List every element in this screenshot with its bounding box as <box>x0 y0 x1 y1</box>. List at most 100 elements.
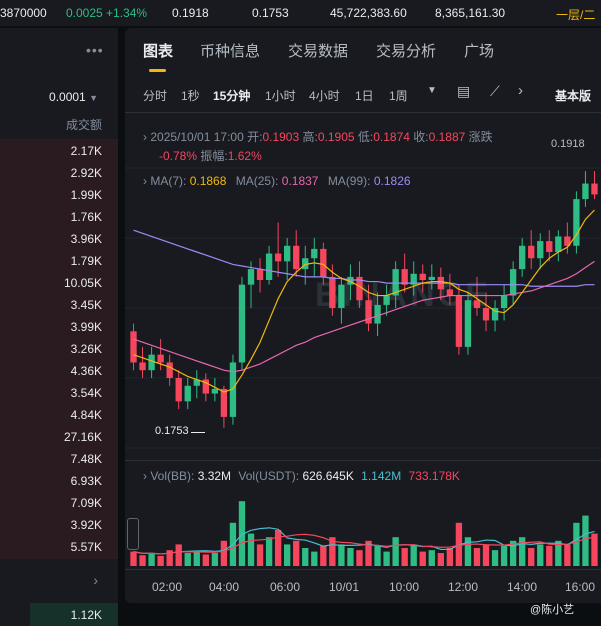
tab-2[interactable]: 币种信息 <box>200 43 261 60</box>
order-book-row[interactable]: 4.36K <box>0 360 112 382</box>
order-book-row[interactable]: 2.92K <box>0 162 112 184</box>
order-book-row[interactable]: 27.16K <box>0 426 112 448</box>
volume-bar <box>320 545 327 566</box>
author-credit: @陈小艺 <box>530 604 575 616</box>
volume-chart[interactable] <box>125 488 601 568</box>
order-volume: 3.96K <box>70 232 102 246</box>
candle-body <box>329 276 336 308</box>
volume-bar <box>455 522 463 566</box>
candlestick-chart[interactable] <box>125 158 601 458</box>
order-volume: 7.48K <box>70 452 102 466</box>
order-book-row[interactable]: 3.26K <box>0 338 112 360</box>
precision-select[interactable]: 0.0001 ▼ <box>49 90 98 104</box>
volume-bar <box>193 551 200 566</box>
volume-bar <box>139 555 146 566</box>
volume-bar <box>582 515 589 566</box>
candle-body <box>311 248 318 259</box>
order-volume: 2.17K <box>70 144 102 158</box>
order-volume: 7.09K <box>70 496 102 510</box>
candle-body <box>184 385 191 402</box>
precision-value: 0.0001 <box>49 90 86 104</box>
tab-1[interactable]: 图表 <box>143 43 174 60</box>
order-volume: 3.26K <box>70 342 102 356</box>
ma99-line <box>133 229 595 287</box>
ticker-high: 0.1918 <box>172 6 209 20</box>
interval-1[interactable]: 分时 <box>143 89 168 103</box>
candle-body <box>302 258 309 270</box>
order-book-row[interactable]: 1.76K <box>0 206 112 228</box>
volume-bar <box>500 545 508 566</box>
order-book-row[interactable]: 3.92K <box>0 514 112 536</box>
candle-body <box>509 269 517 296</box>
volume-bar <box>347 548 354 566</box>
candle-body <box>130 331 137 363</box>
volume-bar <box>202 554 209 566</box>
ma25-value: 0.1837 <box>281 174 319 188</box>
volume-bar <box>410 544 417 566</box>
interval-7[interactable]: 1周 <box>389 89 408 103</box>
interval-3[interactable]: 15分钟 <box>213 89 251 103</box>
tab-4[interactable]: 交易分析 <box>376 43 437 60</box>
candle-body <box>455 295 463 347</box>
interval-2[interactable]: 1秒 <box>181 89 200 103</box>
order-book-row[interactable]: 10.05K <box>0 272 112 294</box>
order-volume: 27.16K <box>63 430 102 444</box>
collapse-icon[interactable]: › <box>143 130 147 144</box>
ticker-layer[interactable]: 一层/二 <box>556 8 596 22</box>
vol-usdt-label: Vol(USDT): <box>238 469 300 483</box>
order-volume: 6.93K <box>70 474 102 488</box>
order-book-row[interactable]: 3.45K <box>0 294 112 316</box>
order-book-row[interactable]: 7.09K <box>0 492 112 514</box>
vol-ma-long: 733.178K <box>408 469 460 483</box>
change-label: 涨跌 <box>468 130 493 144</box>
tab-3[interactable]: 交易数据 <box>288 43 349 60</box>
chart-mode-button[interactable]: 基本版 <box>555 89 592 103</box>
collapse-icon[interactable]: › <box>143 469 147 483</box>
ma99-label: MA(99): <box>327 174 371 188</box>
candle-body <box>537 241 544 259</box>
order-volume: 1.79K <box>70 254 102 268</box>
interval-4[interactable]: 1小时 <box>265 89 296 103</box>
more-icon[interactable]: ••• <box>86 42 104 58</box>
order-volume: 2.92K <box>70 166 102 180</box>
volume-bar <box>166 550 173 566</box>
sell-depth-background <box>0 139 118 559</box>
order-book-row[interactable]: 7.48K <box>0 448 112 470</box>
calendar-icon[interactable]: ▤ <box>457 83 471 99</box>
low-price-marker: 0.1753 <box>155 425 189 437</box>
buy-depth-bar <box>30 603 118 626</box>
interval-6[interactable]: 1日 <box>355 89 374 103</box>
volume-bar <box>338 544 345 566</box>
volume-column-header: 成交额 <box>65 118 102 132</box>
order-book-row[interactable]: 1.99K <box>0 184 112 206</box>
order-book-row[interactable]: 3.99K <box>0 316 112 338</box>
order-book-row[interactable]: 5.57K <box>0 536 112 558</box>
volume-bar <box>537 544 544 566</box>
candle-body <box>473 300 481 308</box>
pane-resize-handle[interactable] <box>127 518 139 550</box>
order-volume: 3.99K <box>70 320 102 334</box>
chevron-right-icon[interactable]: › <box>93 572 98 588</box>
chevron-right-icon[interactable]: › <box>518 82 523 99</box>
candle-body <box>220 388 228 417</box>
volume-bar <box>446 548 454 566</box>
volume-bar <box>383 551 390 566</box>
order-book-row[interactable]: 6.93K <box>0 470 112 492</box>
x-tick-label: 10:00 <box>389 580 420 594</box>
order-book-row[interactable]: 1.79K <box>0 250 112 272</box>
order-volume: 3.45K <box>70 298 102 312</box>
order-book-row[interactable]: 2.17K <box>0 140 112 162</box>
order-book-row[interactable]: 3.54K <box>0 382 112 404</box>
drawing-tool-icon[interactable]: ⟋ <box>490 83 500 99</box>
candle-body <box>211 388 219 394</box>
collapse-icon[interactable]: › <box>143 174 147 188</box>
x-tick-label: 14:00 <box>507 580 538 594</box>
candle-body <box>229 362 237 417</box>
tab-5[interactable]: 广场 <box>464 43 495 60</box>
order-book-row[interactable]: 4.84K <box>0 404 112 426</box>
interval-more-icon[interactable]: ▼ <box>427 85 437 96</box>
candle-body <box>491 308 499 321</box>
vol-bb-label: Vol(BB): <box>150 469 195 483</box>
interval-5[interactable]: 4小时 <box>309 89 340 103</box>
order-book-row[interactable]: 3.96K <box>0 228 112 250</box>
